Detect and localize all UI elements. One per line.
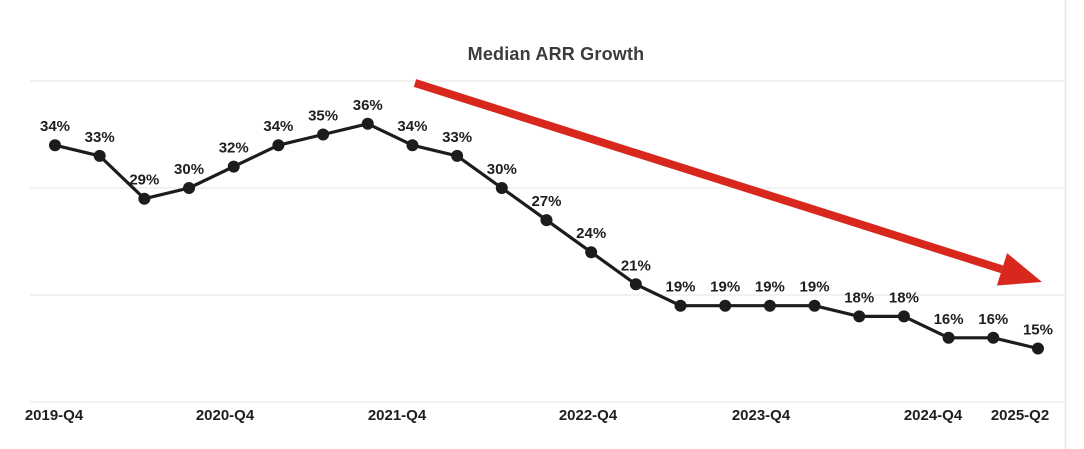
data-point	[942, 331, 955, 344]
data-point-label: 35%	[308, 108, 338, 125]
data-point	[406, 139, 419, 152]
data-point	[138, 192, 151, 205]
data-point-label: 18%	[889, 289, 919, 306]
data-point	[897, 310, 910, 323]
data-point-label: 34%	[40, 118, 70, 135]
data-point-label: 36%	[353, 97, 383, 114]
data-point	[585, 246, 598, 259]
data-point	[183, 182, 196, 194]
data-point-label: 19%	[755, 279, 785, 296]
data-point	[361, 117, 374, 130]
data-point-label: 33%	[85, 129, 115, 146]
data-point-label: 33%	[442, 129, 472, 146]
data-point-label: 16%	[978, 311, 1008, 328]
data-point	[808, 299, 821, 312]
data-point	[987, 331, 1000, 344]
data-point-label: 32%	[219, 140, 249, 157]
data-point-label: 27%	[531, 193, 561, 210]
x-axis-tick-label: 2023-Q4	[732, 407, 791, 424]
data-point	[719, 299, 732, 312]
data-point	[317, 128, 330, 141]
data-point-label: 15%	[1023, 322, 1053, 339]
data-point	[853, 310, 866, 323]
data-point	[540, 214, 553, 227]
data-point	[674, 299, 687, 312]
data-point-label: 34%	[397, 118, 427, 135]
data-point-label: 30%	[174, 161, 204, 178]
x-axis-tick-label: 2020-Q4	[196, 407, 255, 424]
x-axis-tick-label: 2019-Q4	[25, 407, 84, 424]
data-point-label: 30%	[487, 161, 517, 178]
data-point	[272, 139, 285, 152]
x-axis-tick-label: 2025-Q2	[991, 407, 1049, 424]
data-point	[1031, 342, 1044, 355]
data-point-label: 19%	[666, 279, 696, 296]
data-point-label: 29%	[129, 172, 159, 189]
data-point	[629, 278, 642, 291]
data-point	[451, 149, 464, 162]
data-point	[763, 299, 776, 312]
chart-title: Median ARR Growth	[467, 44, 645, 64]
x-axis-tick-label: 2024-Q4	[904, 407, 963, 424]
data-point-label: 16%	[934, 311, 964, 328]
x-axis-tick-label: 2021-Q4	[368, 407, 427, 424]
data-point	[495, 182, 508, 194]
data-point	[227, 160, 240, 173]
data-point-label: 24%	[576, 225, 606, 242]
trend-arrow-shaft	[413, 79, 1004, 274]
data-point-label: 19%	[800, 279, 830, 296]
data-point-label: 34%	[263, 118, 293, 135]
trend-arrow-head	[996, 253, 1042, 286]
x-axis-tick-label: 2022-Q4	[559, 407, 618, 424]
data-point-label: 19%	[710, 279, 740, 296]
data-point	[49, 139, 61, 152]
data-point	[93, 149, 106, 162]
data-point-label: 18%	[844, 289, 874, 306]
data-point-label: 21%	[621, 257, 651, 274]
